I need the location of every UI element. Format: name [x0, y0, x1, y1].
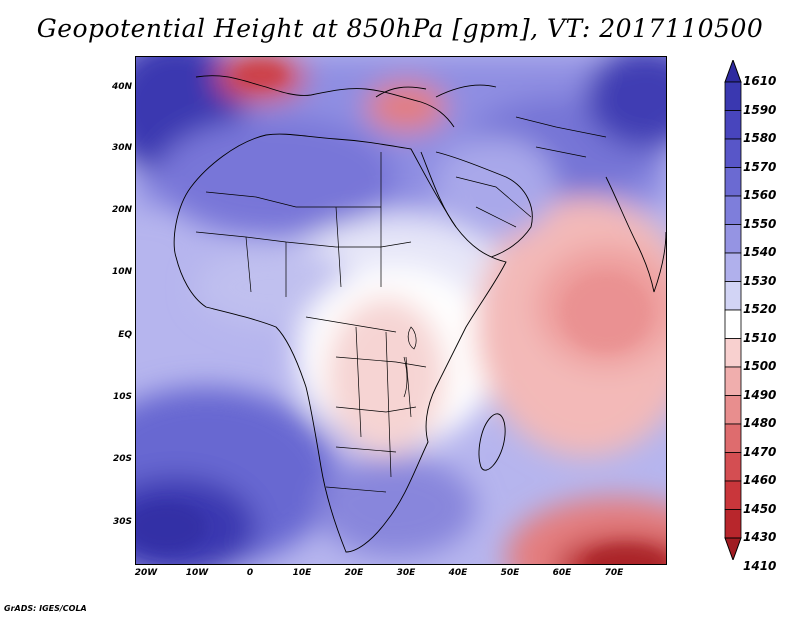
colorbar-swatch — [724, 252, 742, 282]
colorbar-swatch — [724, 195, 742, 225]
colorbar-label: 1560 — [743, 188, 777, 202]
colorbar-label: 1410 — [743, 558, 777, 573]
colorbar-swatch — [724, 309, 742, 339]
footer-credit: GrADS: IGES/COLA — [4, 604, 87, 613]
madagascar-coastline — [478, 413, 506, 471]
colorbar-swatch — [724, 509, 742, 539]
colorbar-swatch-bottom — [724, 537, 742, 560]
colorbar-swatch — [724, 338, 742, 368]
colorbar-label: 1540 — [743, 245, 777, 259]
colorbar-swatch — [724, 110, 742, 140]
lon-label-30e: 30E — [396, 568, 416, 578]
lat-label-10n: 10N — [111, 267, 132, 277]
colorbar-swatch — [724, 452, 742, 482]
africa-coastline — [173, 133, 507, 553]
lat-label-10s: 10S — [112, 392, 132, 402]
colorbar-swatch — [724, 423, 742, 453]
lat-label-20n: 20N — [111, 205, 132, 215]
colorbar-label: 1610 — [743, 74, 777, 88]
colorbar-swatch — [724, 480, 742, 510]
colorbar-label: 1480 — [743, 416, 777, 430]
height-field-map — [136, 57, 666, 564]
coastlines — [173, 75, 666, 553]
colorbar-label: 1530 — [743, 273, 777, 288]
lon-label-0: 0 — [246, 568, 254, 578]
lon-label-20w: 20W — [134, 568, 158, 578]
colorbar-label: 1500 — [743, 359, 777, 373]
colorbar-label: 1470 — [743, 444, 777, 459]
colorbar-label: 1580 — [743, 131, 777, 145]
colorbar-swatch-top — [724, 60, 742, 83]
map-panel — [135, 56, 667, 565]
colorbar — [724, 60, 742, 560]
colorbar-label: 1450 — [743, 501, 777, 516]
mediterranean-coastline — [195, 75, 455, 128]
colorbar-swatch — [724, 167, 742, 197]
lat-label-eq: EQ — [118, 330, 132, 340]
colorbar-swatch — [724, 281, 742, 311]
lat-label-30s: 30S — [112, 517, 132, 527]
colorbar-label: 1510 — [743, 330, 777, 345]
colorbar-swatch — [724, 224, 742, 254]
lon-label-10e: 10E — [292, 568, 312, 578]
india-coastline — [605, 176, 666, 293]
lon-label-70e: 70E — [604, 568, 624, 578]
colorbar-label: 1430 — [743, 530, 777, 544]
arabia-coastline — [420, 151, 533, 258]
lon-label-10w: 10W — [185, 568, 209, 578]
lat-label-30n: 30N — [111, 143, 132, 153]
colorbar-swatch — [724, 81, 742, 111]
lon-label-20e: 20E — [344, 568, 364, 578]
colorbar-label: 1570 — [743, 159, 777, 174]
lon-label-60e: 60E — [552, 568, 572, 578]
colorbar-swatch — [724, 138, 742, 168]
lon-label-50e: 50E — [500, 568, 520, 578]
colorbar-label: 1460 — [743, 473, 777, 487]
lat-label-40n: 40N — [111, 82, 132, 92]
colorbar-label: 1590 — [743, 102, 777, 117]
colorbar-label: 1550 — [743, 216, 777, 231]
map-title: Geopotential Height at 850hPa [gpm], VT:… — [36, 14, 764, 43]
colorbar-label: 1490 — [743, 387, 777, 402]
lat-label-20s: 20S — [112, 454, 132, 464]
lon-label-40e: 40E — [448, 568, 468, 578]
colorbar-label: 1520 — [743, 302, 777, 316]
colorbar-swatch — [724, 395, 742, 425]
colorbar-swatch — [724, 366, 742, 396]
